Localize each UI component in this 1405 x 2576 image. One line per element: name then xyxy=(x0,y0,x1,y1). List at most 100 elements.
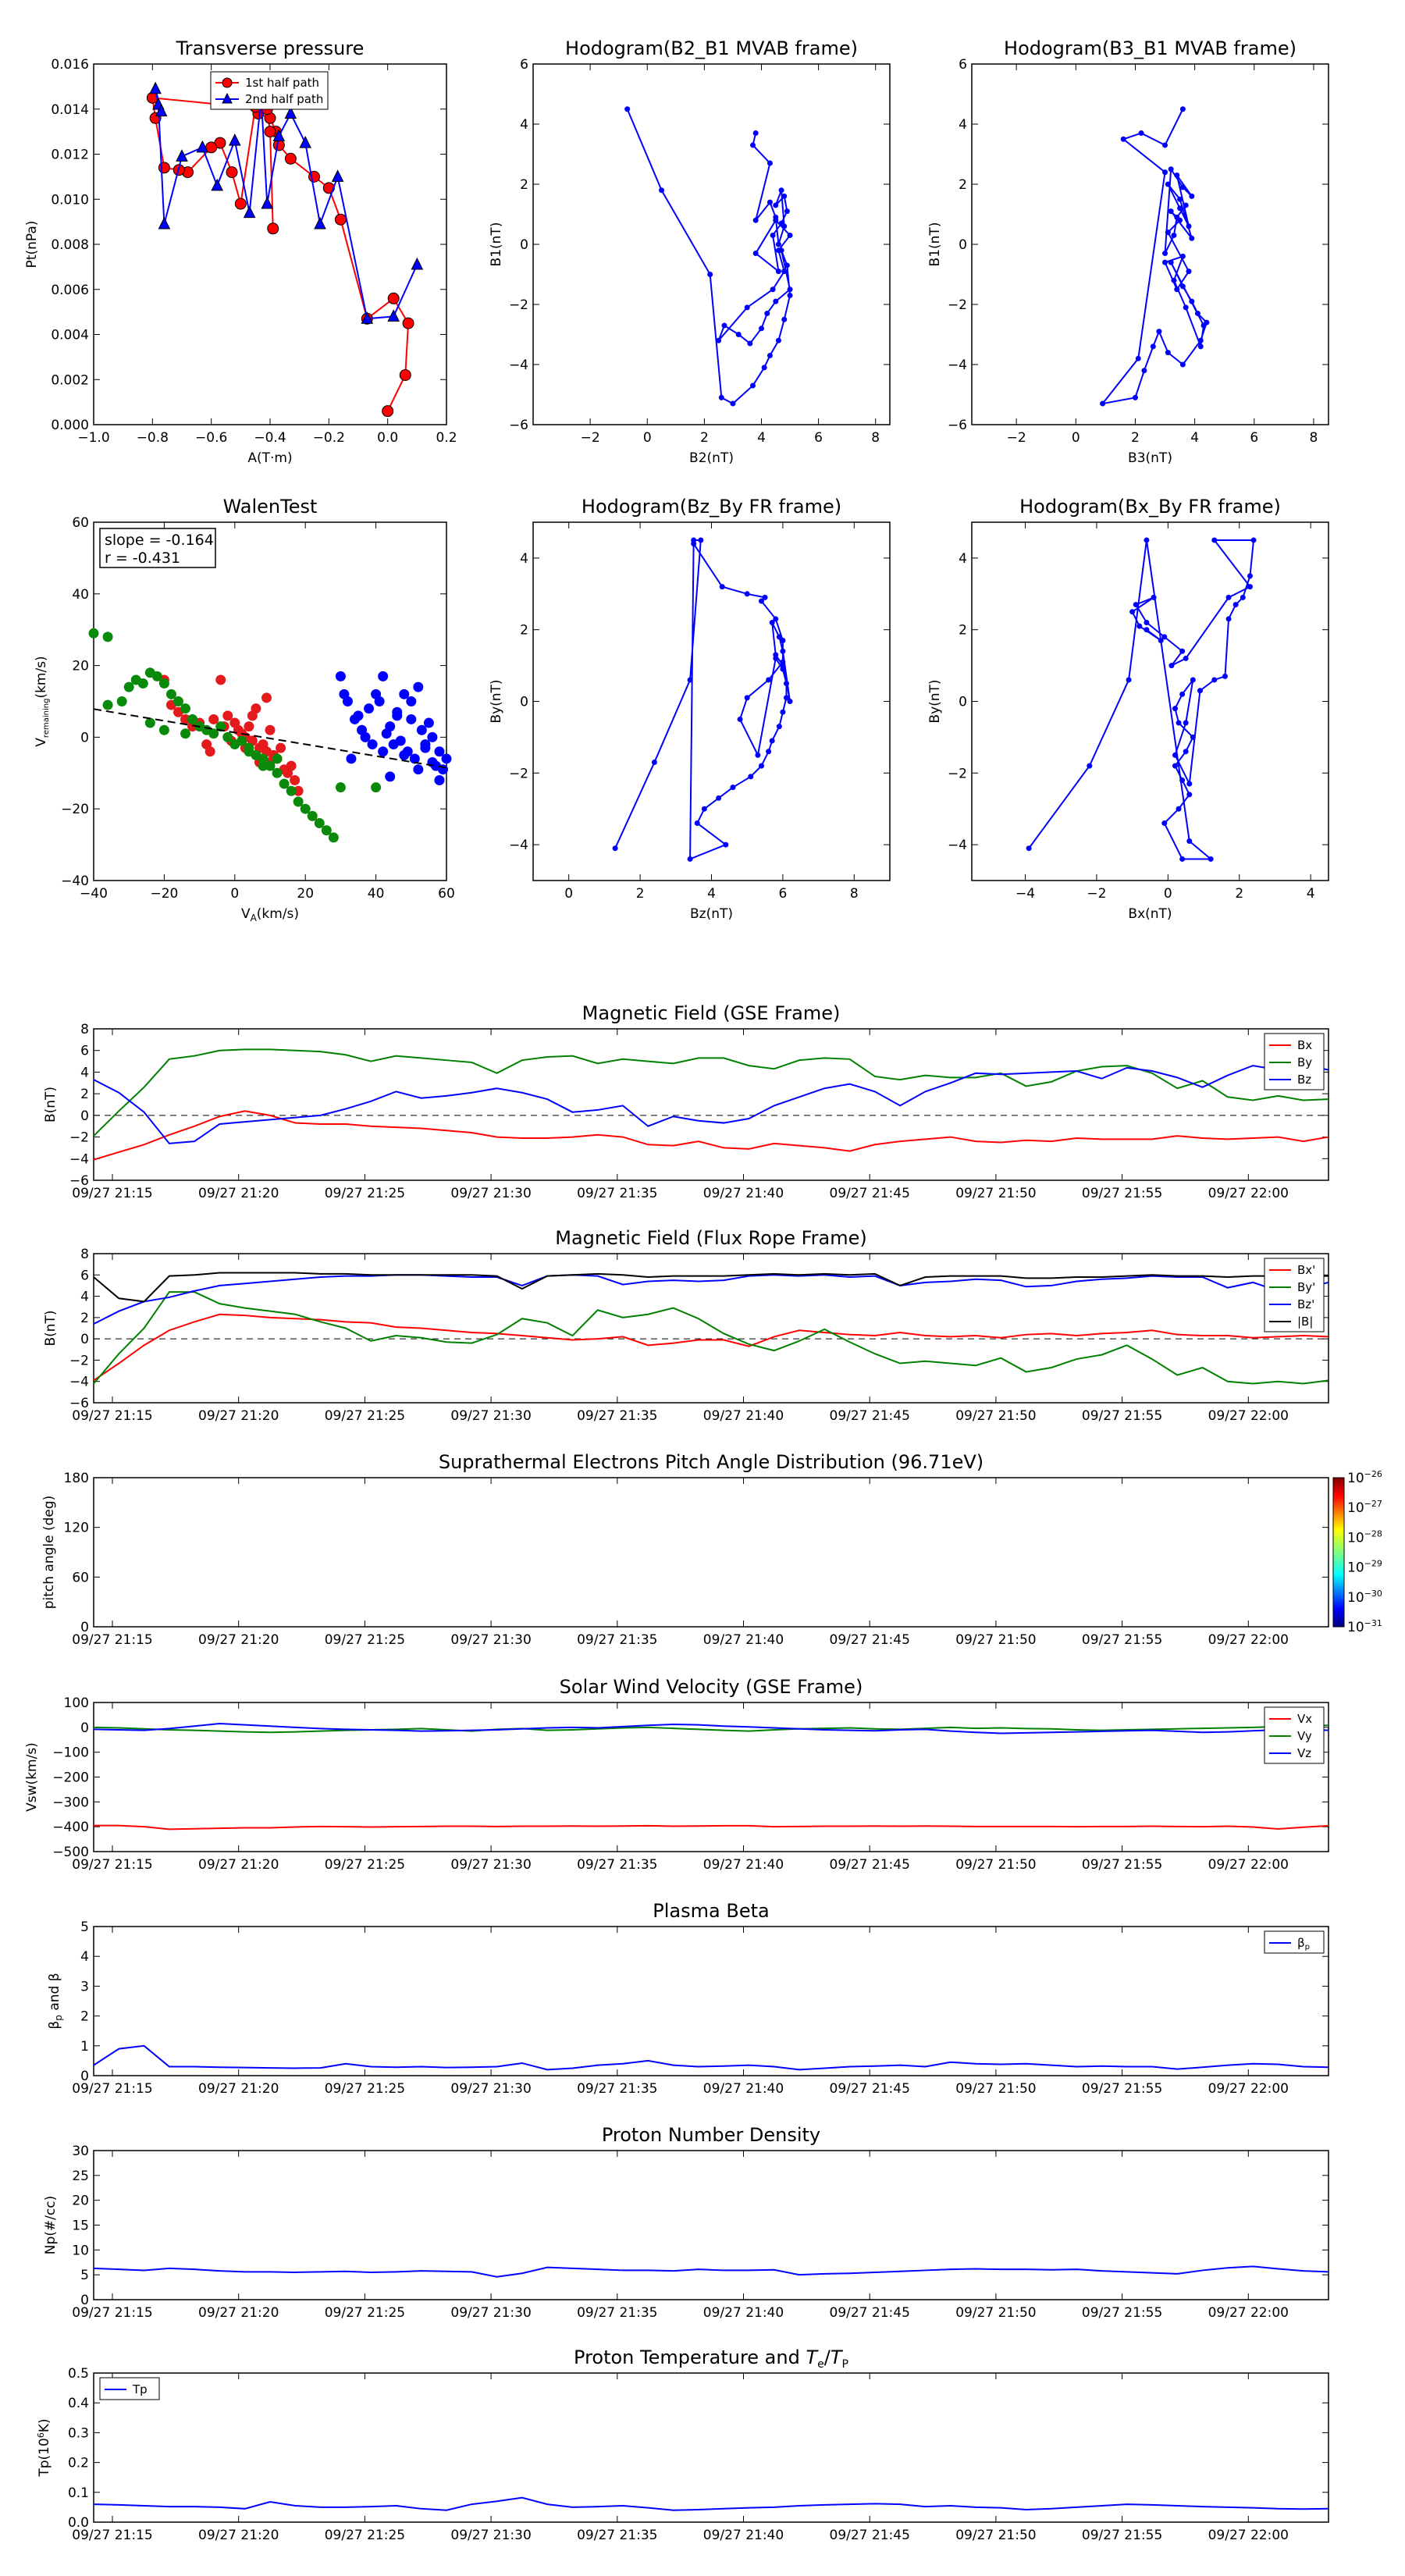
hodogram-b3-b1-point xyxy=(1186,269,1192,275)
pad-time-label: 09/27 21:40 xyxy=(703,1632,784,1648)
proton-temp-chart: Proton Temperature and Te/TP 0.0 0.1 0.2 0.3… xyxy=(36,2347,1329,2543)
transverse-pressure-xtick-label: −0.4 xyxy=(254,430,286,446)
transverse-pressure-ytick-label: 0.002 xyxy=(51,372,89,388)
walen-test-point-green xyxy=(293,796,304,807)
hodogram-bx-by-point xyxy=(1211,537,1218,543)
hodogram-bz-by-xtick-label: 8 xyxy=(850,886,859,902)
hodogram-b3-b1-point xyxy=(1179,106,1186,112)
legend-label: |B| xyxy=(1297,1315,1313,1329)
sw-velocity-series-1 xyxy=(93,1724,1329,1734)
pad-time-label: 09/27 21:15 xyxy=(72,1632,152,1648)
transverse-pressure-ytick-label: 0.004 xyxy=(51,328,89,343)
mag-fr-ytick-label: 8 xyxy=(80,1247,89,1262)
sw-velocity-ytick-label: −100 xyxy=(52,1745,89,1761)
pad-ytick-label: 180 xyxy=(64,1471,89,1486)
hodogram-b3-b1-xtick-label: 0 xyxy=(1072,430,1080,446)
sw-velocity-ytick-label: −500 xyxy=(52,1845,89,1860)
transverse-pressure-point xyxy=(196,140,209,153)
hodogram-b2-b1-ytick-label: −2 xyxy=(509,297,528,313)
transverse-pressure-point xyxy=(228,133,241,146)
walen-test-point-green xyxy=(279,778,290,789)
transverse-pressure-point xyxy=(411,257,424,270)
hodogram-bx-by-point xyxy=(1222,673,1228,679)
walen-test-ytick-label: 20 xyxy=(72,659,89,674)
hodogram-b3-b1-title: Hodogram(B3_B1 MVAB frame) xyxy=(1004,37,1297,59)
hodogram-bx-by-point xyxy=(1126,677,1132,683)
hodogram-b3-b1-point xyxy=(1179,253,1186,259)
mag-gse-ytick-label: 0 xyxy=(80,1108,89,1124)
proton-temp-ytick-label: 0.0 xyxy=(68,2515,89,2531)
walen-test-point-blue xyxy=(420,742,431,753)
hodogram-b3-b1-point xyxy=(1183,304,1189,311)
walen-test-frame xyxy=(93,521,447,881)
proton-temp-time-label: 09/27 21:35 xyxy=(577,2528,657,2543)
hodogram-b2-b1-ylabel: B1(nT) xyxy=(489,222,504,267)
hodogram-b2-b1-point xyxy=(784,262,790,269)
proton-temp-time-label: 09/27 22:00 xyxy=(1208,2528,1289,2543)
hodogram-bx-by-point xyxy=(1183,749,1189,755)
hodogram-b2-b1-point xyxy=(781,193,788,199)
transverse-pressure-point xyxy=(149,81,162,94)
mag-fr-series-0 xyxy=(93,1313,1329,1382)
mag-gse-ytick-label: 8 xyxy=(80,1022,89,1037)
hodogram-b3-b1-point xyxy=(1174,286,1180,293)
walen-test-point-green xyxy=(165,688,176,699)
hodogram-b2-b1-point xyxy=(659,187,665,194)
walen-test-ytick-label: −20 xyxy=(61,802,89,817)
hodogram-b2-b1-point xyxy=(778,187,784,194)
hodogram-b2-b1-point xyxy=(770,286,776,293)
mag-gse-series-1 xyxy=(93,1048,1329,1137)
hodogram-bx-by-point xyxy=(1186,792,1193,798)
proton-density-time-label: 09/27 21:25 xyxy=(325,2305,405,2321)
pad-time-label: 09/27 21:25 xyxy=(325,1632,405,1648)
proton-temp-time-label: 09/27 21:20 xyxy=(198,2528,279,2543)
plasma-beta-time-label: 09/27 21:40 xyxy=(703,2081,784,2097)
hodogram-bz-by-point xyxy=(687,856,693,862)
transverse-pressure-point xyxy=(299,135,312,148)
mag-fr-ytick-label: 0 xyxy=(80,1332,89,1347)
walen-test-point-green xyxy=(286,785,297,796)
hodogram-bx-by-point xyxy=(1144,620,1150,626)
hodogram-b2-b1-point xyxy=(775,241,781,247)
hodogram-bx-by-point xyxy=(1247,584,1253,590)
hodogram-bz-by-xlabel: Bz(nT) xyxy=(690,906,733,922)
hodogram-b2-b1-point xyxy=(752,251,759,257)
plasma-beta-title: Plasma Beta xyxy=(653,1900,769,1922)
proton-density-time-label: 09/27 21:40 xyxy=(703,2305,784,2321)
proton-temp-time-label: 09/27 21:30 xyxy=(450,2528,531,2543)
hodogram-bx-by-point xyxy=(1087,763,1093,769)
hodogram-b3-b1-point xyxy=(1197,343,1204,350)
mag-gse-ytick-label: −4 xyxy=(69,1151,89,1167)
hodogram-b2-b1-xtick-label: −2 xyxy=(581,430,600,446)
hodogram-b2-b1-ytick-label: −6 xyxy=(509,418,528,433)
hodogram-bz-by-point xyxy=(762,594,768,600)
hodogram-b2-b1-ytick-label: 6 xyxy=(520,57,528,73)
proton-temp-legend: Tp xyxy=(99,2377,160,2400)
mag-gse-series-2 xyxy=(93,1063,1329,1144)
proton-density-time-label: 09/27 21:55 xyxy=(1082,2305,1162,2321)
walen-test-point-blue xyxy=(413,764,424,775)
hodogram-b3-b1-point xyxy=(1179,184,1186,190)
pad-frame xyxy=(93,1477,1329,1628)
hodogram-bz-by-point xyxy=(773,652,779,658)
hodogram-bx-by-point xyxy=(1190,677,1196,683)
transverse-pressure-legend: 1st half path 2nd half path xyxy=(210,71,329,110)
mag-gse-ytick-label: 2 xyxy=(80,1087,89,1102)
hodogram-bz-by-xtick-label: 6 xyxy=(778,886,787,902)
walen-test-point-blue xyxy=(406,713,417,724)
walen-test-ytick-label: 60 xyxy=(72,515,89,531)
sw-velocity-time-label: 09/27 21:55 xyxy=(1082,1857,1162,1873)
walen-test-point-blue xyxy=(360,731,371,742)
walen-test-point-green xyxy=(151,671,162,681)
hodogram-b2-b1-point xyxy=(721,322,727,329)
hodogram-bx-by-ytick-label: −4 xyxy=(948,838,967,853)
hodogram-bx-by-title: Hodogram(Bx_By FR frame) xyxy=(1019,496,1281,518)
transverse-pressure-xtick-label: −0.6 xyxy=(195,430,227,446)
hodogram-b3-b1-ytick-label: 0 xyxy=(959,237,967,253)
walen-test-point-green xyxy=(158,724,169,735)
pad-colorbar-label: 10−31 xyxy=(1347,1618,1382,1635)
mag-gse-time-label: 09/27 21:35 xyxy=(577,1186,657,1201)
walen-test-point-blue xyxy=(335,671,346,681)
hodogram-bz-by-point xyxy=(758,598,764,604)
hodogram-b3-b1-point xyxy=(1162,142,1168,148)
